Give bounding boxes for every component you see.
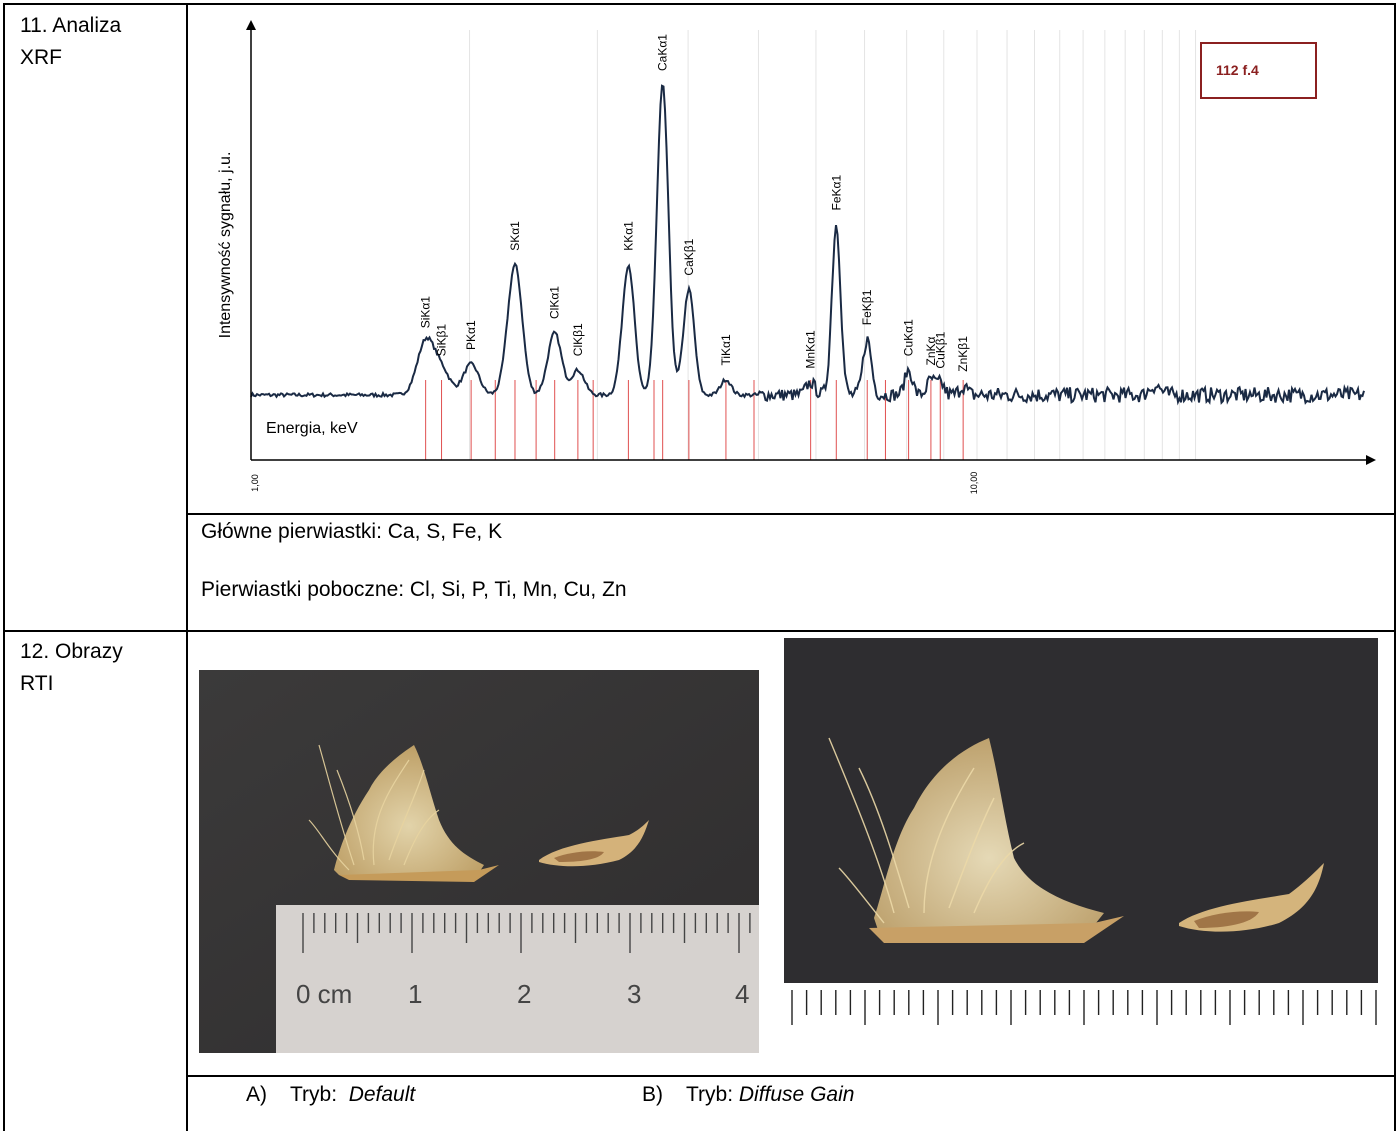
row-12-label-line2: RTI bbox=[20, 672, 54, 695]
ruler-label-1: 1 bbox=[408, 979, 422, 1009]
caption-b: B) Tryb: Diffuse Gain bbox=[642, 1083, 854, 1107]
caption-a-mode: Default bbox=[348, 1083, 416, 1106]
ruler-label-3: 3 bbox=[627, 979, 641, 1009]
rti-image-default: 0 cm 1 2 3 4 bbox=[199, 670, 759, 1053]
row-11-label-line1: 11. Analiza bbox=[20, 14, 122, 37]
sample-label-box bbox=[1200, 42, 1317, 99]
x-axis-label: Energia, keV bbox=[266, 420, 358, 437]
ruler-label-2: 2 bbox=[517, 979, 531, 1009]
y-axis-label: Intensywność sygnału, j.u. bbox=[217, 152, 234, 339]
peak-label: CuKβ1 bbox=[933, 331, 947, 368]
fiber-fragment-2 bbox=[1179, 863, 1324, 932]
caption-b-mode: Diffuse Gain bbox=[738, 1083, 855, 1106]
row-11-label: 11. Analiza XRF bbox=[20, 10, 121, 74]
sample-label-text: 112 f.4 bbox=[1216, 62, 1259, 78]
peak-label: TiKα1 bbox=[719, 334, 733, 365]
y-axis-arrow bbox=[246, 20, 256, 30]
peak-label: MnKα1 bbox=[804, 330, 818, 369]
caption-a: A) Tryb: Default bbox=[246, 1083, 415, 1107]
x-axis-arrow bbox=[1366, 455, 1376, 465]
peak-label: CaKβ1 bbox=[682, 238, 696, 275]
peak-label: FeKβ1 bbox=[860, 289, 874, 325]
row-12-label: 12. Obrazy RTI bbox=[20, 636, 123, 700]
peak-label: FeKα1 bbox=[829, 175, 843, 211]
main-elements-text: Główne pierwiastki: Ca, S, Fe, K bbox=[201, 520, 503, 543]
row-11-label-line2: XRF bbox=[20, 46, 62, 69]
ruler-label-4: 4 bbox=[735, 979, 749, 1009]
peak-label: KKα1 bbox=[621, 221, 635, 251]
row-12-label-line1: 12. Obrazy bbox=[20, 640, 123, 663]
fiber-fragment-1 bbox=[334, 745, 484, 880]
peak-label: PKα1 bbox=[464, 320, 478, 350]
xrf-spectrum-chart: Intensywność sygnału, j.u. Energia, keV … bbox=[217, 20, 1376, 495]
table-frame bbox=[3, 3, 1396, 1131]
caption-a-prefix: A) bbox=[246, 1083, 267, 1106]
caption-b-mode-label: Tryb: bbox=[685, 1083, 734, 1106]
peak-label: SKα1 bbox=[508, 221, 522, 251]
table-border-right bbox=[1394, 3, 1396, 1131]
peak-label: CaKα1 bbox=[656, 34, 670, 71]
peak-label: SiKα1 bbox=[419, 296, 433, 329]
x-tick-label-1: 1,00 bbox=[250, 474, 260, 492]
spectrum-line bbox=[250, 84, 1365, 406]
peak-label: CuKα1 bbox=[902, 319, 916, 356]
peak-label: ClKβ1 bbox=[571, 323, 585, 356]
rti-image-diffuse-gain bbox=[784, 638, 1378, 1028]
x-tick-label-10: 10,00 bbox=[969, 472, 979, 495]
peak-label: ClKα1 bbox=[548, 286, 562, 319]
table-border-top bbox=[3, 3, 1396, 5]
xrf-chart-divider bbox=[186, 513, 1396, 515]
ruler-label-0: 0 cm bbox=[296, 979, 352, 1009]
peak-label: ZnKα bbox=[924, 336, 938, 365]
ruler bbox=[276, 905, 759, 1053]
chart-element-markers bbox=[425, 380, 964, 460]
peak-label: ZnKβ1 bbox=[956, 336, 970, 372]
caption-b-prefix: B) bbox=[642, 1083, 663, 1106]
fragment-1-base bbox=[869, 916, 1124, 943]
fragment-1-base bbox=[339, 865, 499, 882]
table-row-divider bbox=[3, 630, 1396, 632]
rti-caption-divider bbox=[186, 1075, 1396, 1077]
peak-label: SiKβ1 bbox=[435, 324, 449, 357]
caption-a-mode-label: Tryb: bbox=[289, 1083, 338, 1106]
ruler-strip bbox=[784, 983, 1378, 1028]
table-border-left bbox=[3, 3, 5, 1131]
fiber-fragment-1 bbox=[874, 738, 1104, 938]
table-column-divider bbox=[186, 3, 188, 1131]
minor-elements-text: Pierwiastki poboczne: Cl, Si, P, Ti, Mn,… bbox=[201, 578, 627, 601]
